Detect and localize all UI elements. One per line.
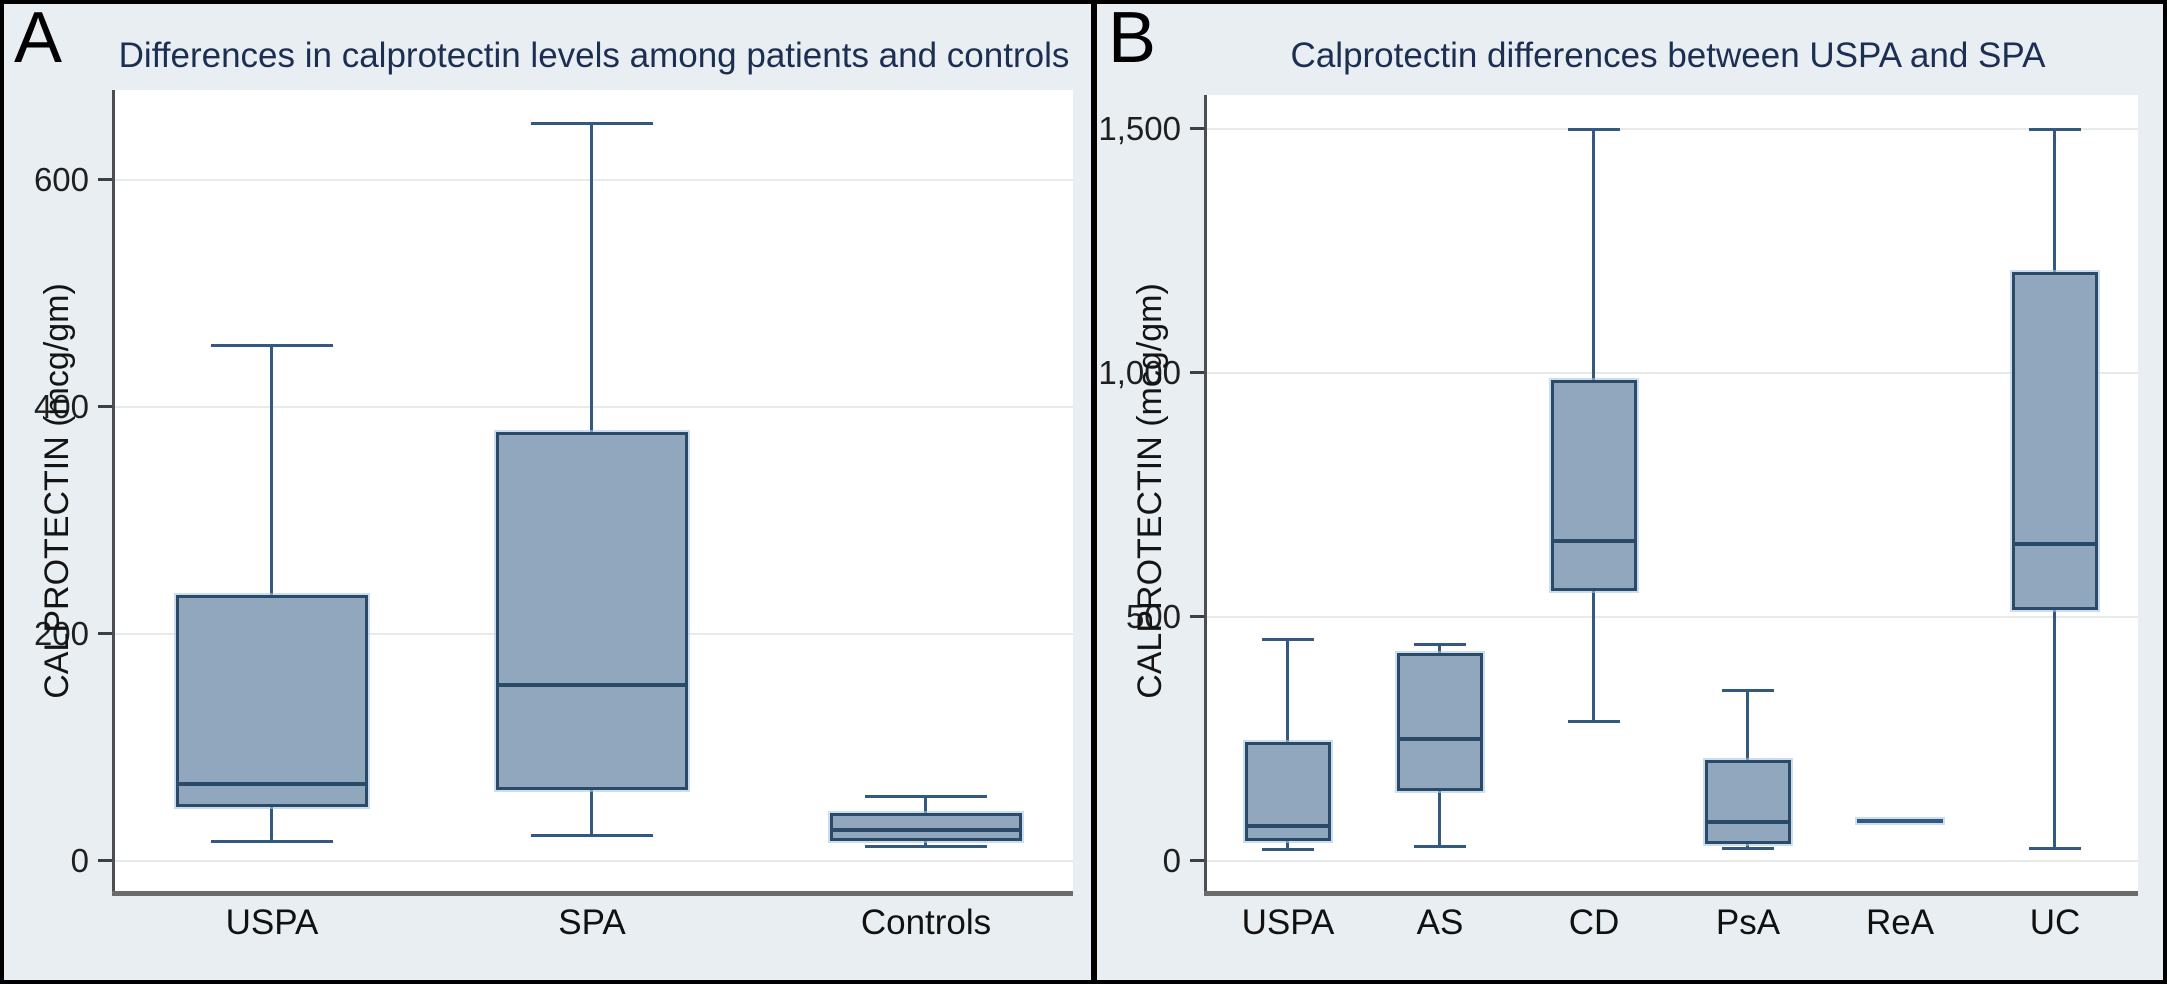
box-CD-cap-max bbox=[1568, 128, 1620, 131]
gridline-1,500 bbox=[1207, 128, 2138, 130]
y-tick-label: 200 bbox=[33, 615, 89, 652]
box-SPA-cap-max bbox=[531, 122, 653, 126]
box-ReA-line bbox=[1857, 818, 1943, 823]
box-PsA-median bbox=[1705, 819, 1791, 824]
panel-a-title: Differences in calprotectin levels among… bbox=[118, 36, 1070, 75]
y-tick-mark bbox=[1190, 371, 1204, 374]
box-CD-cap-min bbox=[1568, 719, 1620, 723]
box-Controls-whisker-lower bbox=[924, 838, 927, 848]
box-Controls-cap-min bbox=[865, 845, 987, 849]
gridline-0 bbox=[1207, 860, 2138, 862]
box-PsA-whisker-lower bbox=[1746, 841, 1749, 849]
box-USPA-median bbox=[176, 781, 368, 786]
box-SPA-iqr bbox=[496, 432, 688, 791]
x-category-label-CD: CD bbox=[1568, 903, 1620, 942]
box-CD-median bbox=[1551, 539, 1637, 544]
box-USPA-cap-max bbox=[211, 343, 333, 347]
y-tick-mark bbox=[1190, 615, 1204, 618]
box-AS-whisker-upper bbox=[1438, 643, 1441, 657]
x-category-label-AS: AS bbox=[1416, 903, 1464, 942]
box-Controls-median bbox=[830, 828, 1022, 833]
box-USPA-whisker-upper bbox=[1286, 638, 1289, 745]
box-UC-cap-max bbox=[2029, 128, 2081, 131]
panel-b-y-axis-label: CALPROTECTIN (mcg/gm) bbox=[1131, 283, 1169, 699]
gridline-400 bbox=[115, 406, 1073, 408]
box-PsA-whisker-upper bbox=[1746, 690, 1749, 764]
box-USPA-whisker-lower bbox=[1286, 837, 1289, 851]
box-CD-whisker-upper bbox=[1592, 129, 1595, 383]
box-USPA-cap-min bbox=[211, 839, 333, 843]
x-category-label-USPA: USPA bbox=[1241, 903, 1335, 942]
box-SPA-median bbox=[496, 683, 688, 688]
panel-b-title: Calprotectin differences between USPA an… bbox=[1290, 36, 2046, 75]
box-Controls-cap-max bbox=[865, 795, 987, 799]
y-tick-label: 1,000 bbox=[1098, 354, 1181, 391]
box-AS-cap-min bbox=[1414, 845, 1466, 849]
box-USPA-iqr bbox=[176, 594, 368, 808]
box-CD-whisker-lower bbox=[1592, 587, 1595, 722]
y-tick-mark bbox=[1190, 127, 1204, 130]
box-UC-iqr bbox=[2012, 272, 2098, 611]
x-category-label-ReA: ReA bbox=[1865, 903, 1935, 942]
panel-divider bbox=[1091, 0, 1097, 984]
box-Controls-whisker-upper bbox=[924, 796, 927, 816]
x-category-label-SPA: SPA bbox=[558, 903, 626, 942]
gridline-600 bbox=[115, 179, 1073, 181]
box-Controls-iqr bbox=[830, 812, 1022, 842]
box-SPA-whisker-lower bbox=[590, 787, 593, 837]
box-SPA-cap-min bbox=[531, 834, 653, 838]
box-UC-whisker-lower bbox=[2053, 607, 2056, 849]
box-PsA-cap-min bbox=[1722, 846, 1774, 850]
box-USPA-cap-max bbox=[1262, 637, 1314, 641]
box-AS-cap-max bbox=[1414, 642, 1466, 646]
x-axis-line bbox=[1204, 891, 2138, 896]
y-tick-mark bbox=[98, 859, 112, 862]
box-CD-iqr bbox=[1551, 379, 1637, 591]
box-AS-whisker-lower bbox=[1438, 787, 1441, 848]
box-UC-whisker-upper bbox=[2053, 129, 2056, 276]
box-USPA-whisker-lower bbox=[270, 804, 273, 842]
y-tick-label: 0 bbox=[1162, 842, 1181, 879]
y-tick-mark bbox=[1190, 859, 1204, 862]
x-category-label-UC: UC bbox=[2029, 903, 2081, 942]
gridline-500 bbox=[1207, 616, 2138, 618]
y-tick-mark bbox=[98, 405, 112, 408]
box-PsA-iqr bbox=[1705, 760, 1791, 845]
box-SPA-whisker-upper bbox=[590, 123, 593, 436]
box-USPA-median bbox=[1245, 823, 1331, 828]
y-tick-mark bbox=[98, 632, 112, 635]
box-UC-median bbox=[2012, 541, 2098, 546]
gridline-0 bbox=[115, 860, 1073, 862]
y-axis-line bbox=[1204, 95, 1207, 892]
x-category-label-PsA: PsA bbox=[1715, 903, 1781, 942]
box-AS-median bbox=[1397, 737, 1483, 741]
plot-area bbox=[1207, 95, 2138, 892]
box-USPA-whisker-upper bbox=[270, 344, 273, 598]
x-category-label-USPA: USPA bbox=[225, 903, 319, 942]
box-AS-iqr bbox=[1397, 653, 1483, 791]
gridline-1,000 bbox=[1207, 372, 2138, 374]
y-tick-label: 1,500 bbox=[1098, 110, 1181, 147]
panel-letter-a: A bbox=[14, 0, 63, 78]
y-tick-mark bbox=[98, 178, 112, 181]
y-axis-line bbox=[112, 90, 115, 892]
y-tick-label: 600 bbox=[33, 161, 89, 198]
box-PsA-cap-max bbox=[1722, 689, 1774, 693]
panel-letter-b: B bbox=[1108, 0, 1157, 78]
box-USPA-cap-min bbox=[1262, 848, 1314, 852]
x-axis-line bbox=[112, 891, 1073, 896]
box-UC-cap-min bbox=[2029, 846, 2081, 850]
y-tick-label: 0 bbox=[70, 842, 89, 879]
x-category-label-Controls: Controls bbox=[860, 903, 992, 942]
y-tick-label: 500 bbox=[1125, 598, 1181, 635]
y-tick-label: 400 bbox=[33, 388, 89, 425]
